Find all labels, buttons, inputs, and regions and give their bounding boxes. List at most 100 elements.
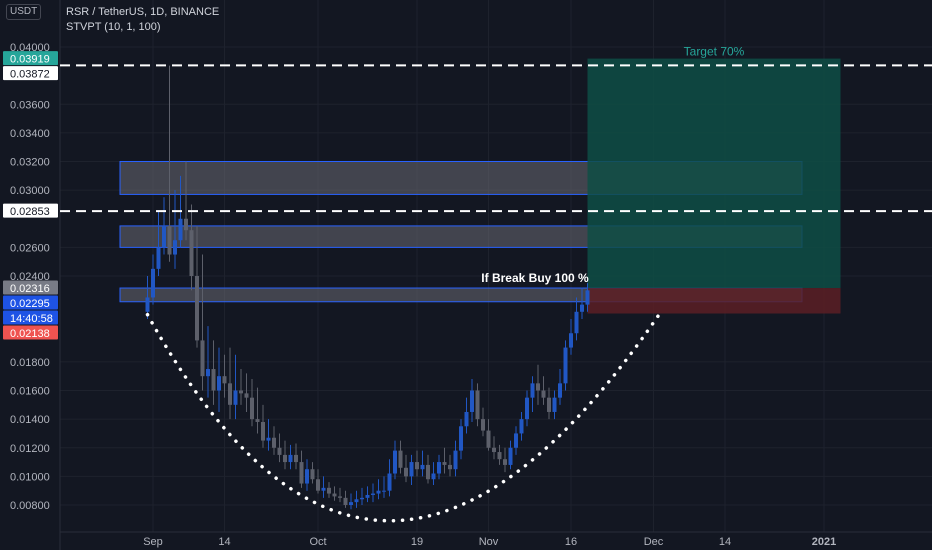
symbol-title[interactable]: RSR / TetherUS, 1D, BINANCE	[66, 6, 220, 18]
candle-body	[415, 462, 419, 470]
candle-body	[547, 397, 551, 412]
time-tick-label: 16	[565, 536, 577, 548]
candle-body	[558, 383, 562, 398]
price-badge	[3, 203, 58, 218]
candle-body	[404, 467, 408, 477]
candle-body	[272, 437, 276, 448]
target-label: Target 70%	[684, 45, 745, 59]
candle-body	[426, 464, 430, 480]
candlestick-series	[145, 65, 590, 510]
candle-body	[470, 390, 474, 412]
candle-body	[321, 487, 326, 491]
price-tick-label: 0.03600	[10, 99, 50, 111]
candle-body	[305, 469, 309, 484]
time-axis[interactable]: Sep 14 Oct 19 Nov 16 Dec 14 2021	[143, 536, 836, 548]
candle-body	[145, 297, 150, 312]
candle-body	[382, 490, 386, 492]
candle-body	[585, 290, 590, 305]
candle-body	[211, 369, 216, 391]
candle-body	[178, 218, 183, 241]
long-position-tool[interactable]	[587, 58, 841, 314]
candle-body	[360, 497, 364, 500]
candle-body	[294, 454, 298, 463]
candle-body	[327, 487, 331, 494]
candle-body	[574, 311, 579, 334]
candle-body	[459, 426, 463, 451]
price-badge	[3, 310, 58, 325]
candle-body	[481, 419, 485, 431]
price-badge-label: 0.02853	[10, 206, 50, 218]
target-area	[587, 58, 841, 289]
candle-body	[486, 430, 491, 448]
price-tick-label: 0.03200	[10, 157, 50, 169]
price-badge-label: 0.02295	[10, 298, 50, 310]
price-axis[interactable]: 0.00800 0.01000 0.01200 0.01400 0.01600 0.018…	[10, 42, 50, 512]
candle-body	[536, 383, 540, 391]
candle-body	[464, 411, 469, 427]
candle-body	[530, 383, 535, 398]
chart-legend: RSR / TetherUS, 1D, BINANCE STVPT (10, 1…	[66, 5, 219, 35]
break-label: If Break Buy 100 %	[481, 271, 589, 285]
price-tick-label: 0.02600	[10, 242, 50, 254]
candle-body	[475, 390, 480, 420]
candle-body	[277, 447, 282, 455]
candle-body	[222, 376, 227, 384]
time-tick-label: Oct	[309, 536, 326, 548]
candle-body	[420, 464, 425, 470]
candle-body	[508, 447, 513, 465]
candle-body	[261, 421, 265, 441]
candle-body	[195, 276, 199, 341]
candle-body	[371, 493, 375, 495]
price-badge	[3, 325, 58, 340]
price-tick-label: 0.04000	[10, 42, 50, 54]
candle-body	[156, 247, 161, 269]
candle-body	[255, 419, 260, 422]
candle-body	[167, 225, 172, 255]
price-tick-label: 0.01800	[10, 357, 50, 369]
candle-body	[200, 340, 205, 377]
candle-body	[288, 454, 293, 463]
candle-body	[343, 497, 348, 505]
price-tick-label: 0.03000	[10, 185, 50, 197]
stop-area	[587, 288, 841, 314]
time-tick-label: 14	[218, 536, 230, 548]
time-tick-label: 14	[719, 536, 731, 548]
candle-body	[283, 454, 287, 463]
candle-body	[354, 499, 359, 503]
candle-body	[492, 447, 496, 453]
currency-badge[interactable]: USDT	[6, 4, 42, 20]
candle-body	[239, 390, 243, 394]
candle-body	[349, 502, 353, 505]
horizontal-levels[interactable]	[60, 64, 932, 213]
candle-body	[310, 469, 315, 480]
candle-body	[173, 240, 177, 255]
price-tick-label: 0.01200	[10, 443, 50, 455]
price-badge	[3, 51, 58, 66]
cup-pattern-curve[interactable]	[145, 312, 661, 523]
price-tick-label: 0.00800	[10, 500, 50, 512]
candle-body	[580, 304, 584, 312]
price-tick-label: 0.03400	[10, 128, 50, 140]
time-tick-label: 19	[411, 536, 423, 548]
candle-body	[409, 462, 414, 477]
price-tick-label: 0.01600	[10, 386, 50, 398]
candle-body	[250, 397, 254, 420]
price-tick-label: 0.01400	[10, 414, 50, 426]
price-badge-label: 0.03872	[10, 69, 50, 81]
candle-body	[217, 376, 221, 391]
candle-body	[453, 450, 458, 470]
candle-body	[387, 473, 392, 491]
candle-body	[552, 397, 557, 412]
price-badge	[3, 295, 58, 310]
candle-body	[376, 490, 381, 494]
candle-body	[398, 450, 403, 468]
candle-body	[497, 452, 502, 460]
candle-body	[448, 464, 452, 470]
candle-body	[162, 225, 166, 248]
time-tick-label: Dec	[644, 536, 664, 548]
price-badges: 0.03919 0.03872 0.02853 0.02316 0.02295 14:40…	[3, 51, 58, 340]
price-badge-label: 0.03919	[10, 54, 50, 66]
candle-body	[184, 218, 188, 231]
indicator-title[interactable]: STVPT (10, 1, 100)	[66, 21, 161, 33]
